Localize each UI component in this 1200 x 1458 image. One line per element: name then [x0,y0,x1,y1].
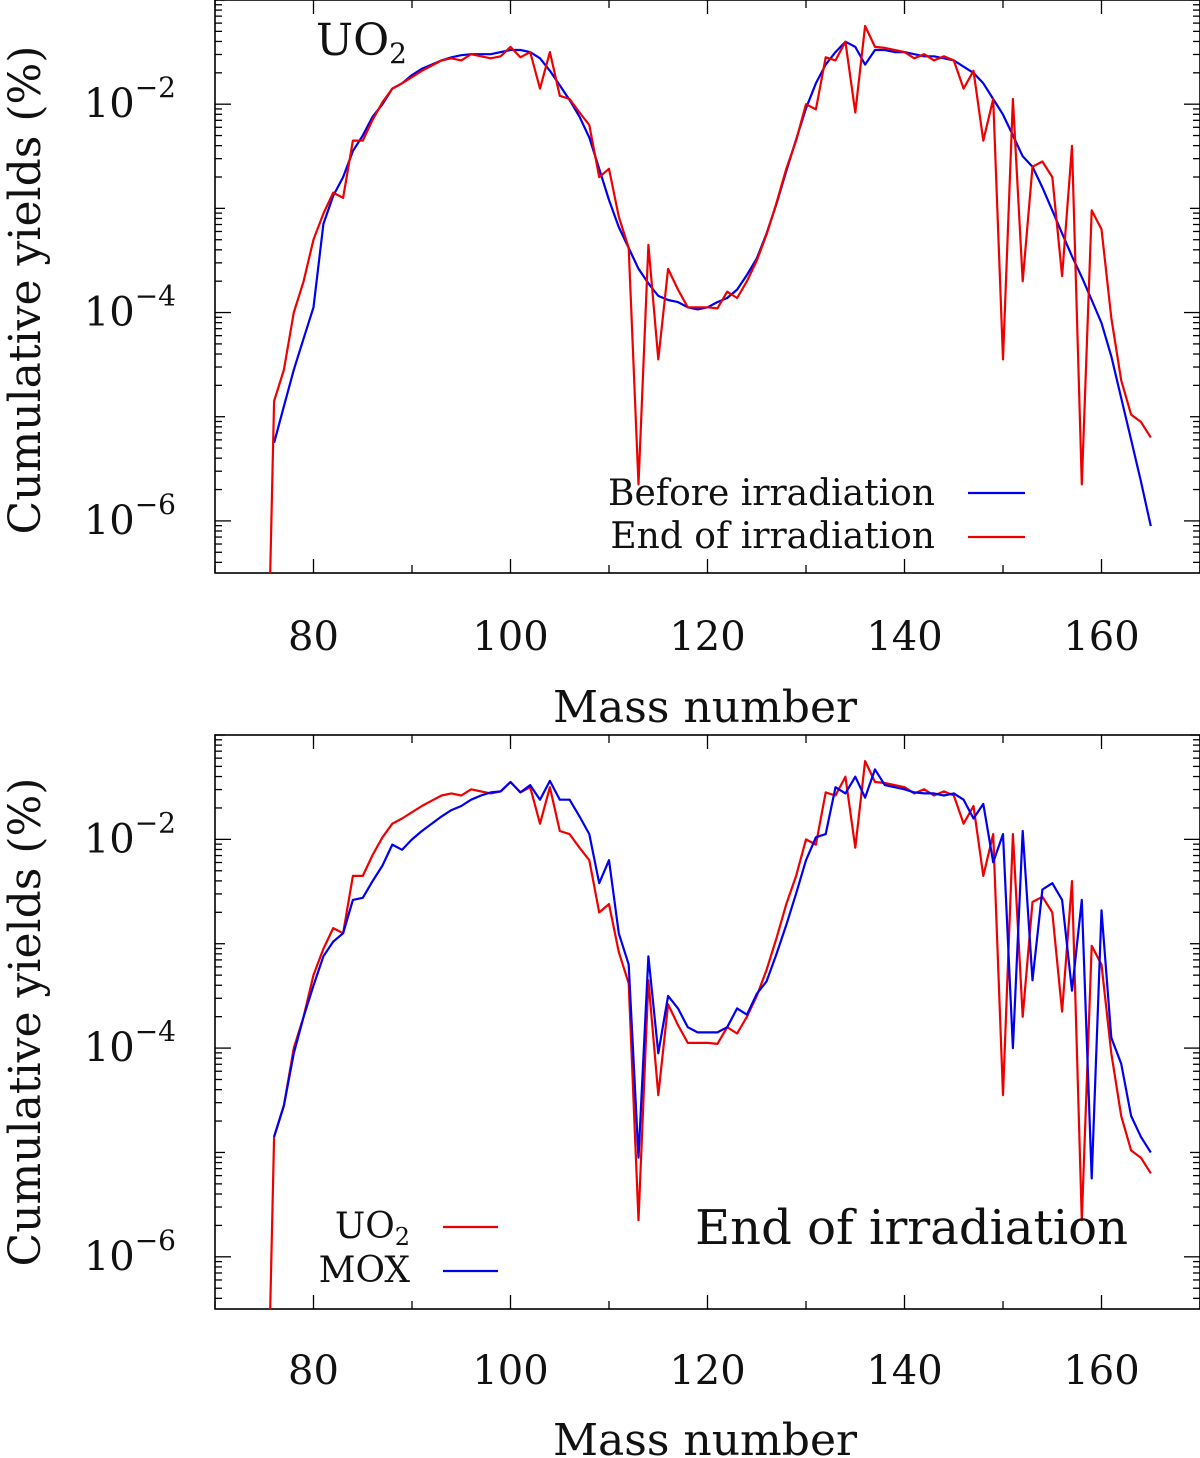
y-axis-label: Cumulative yields (%) [0,46,51,535]
chart-panel-bottom: 80 100 120 140 160 10−610−410−2 Mass number … [0,734,1200,1458]
y-tick-label: 10−2 [84,806,176,862]
x-tick-label: 100 [472,614,548,660]
series-group [269,24,1152,573]
legend-entry-before-irradiation: Before irradiation [608,473,935,514]
legend-entry-end-of-irradiation: End of irradiation [610,516,935,557]
x-tick-label: 120 [669,1348,745,1394]
y-tick-label: 10−4 [84,280,176,336]
x-tick-labels: 80 100 120 140 160 [288,614,1140,660]
chart-panel-top: 80 100 120 140 160 10−610−410−2 Mass number … [0,0,1200,733]
y-tick-label: 10−2 [84,71,176,127]
series-line-before-irradiation [273,40,1152,527]
series-line-uo2 [269,759,1152,1309]
x-tick-label: 160 [1063,614,1139,660]
x-tick-label: 80 [288,614,339,660]
y-tick-label: 10−6 [84,488,176,544]
y-tick-label: 10−6 [84,1224,176,1280]
panel-annotation: End of irradiation [695,1200,1128,1256]
series-line-mox [273,768,1152,1180]
y-axis-label: Cumulative yields (%) [0,778,51,1267]
y-tick-labels: 10−6 10−4 10−2 [84,806,176,1279]
x-axis-label: Mass number [553,1415,858,1458]
axis-ticks [214,0,1200,573]
y-tick-labels: 10−6 10−4 10−2 [84,71,176,544]
legend: Before irradiation End of irradiation [608,473,1025,557]
x-tick-label: 140 [866,614,942,660]
axis-ticks [214,734,1200,1309]
series-group [269,759,1152,1309]
series-line-end-of-irradiation [269,24,1152,573]
x-tick-labels: 80 100 120 140 160 [288,1348,1140,1394]
x-tick-label: 160 [1063,1348,1139,1394]
x-tick-label: 100 [472,1348,548,1394]
legend: UO2 MOX [319,1206,498,1291]
legend-entry-mox: MOX [319,1250,411,1291]
y-tick-label: 10−4 [84,1015,176,1071]
x-tick-label: 140 [866,1348,942,1394]
legend-entry-uo2: UO2 [335,1206,410,1251]
x-tick-label: 80 [288,1348,339,1394]
x-tick-label: 120 [669,614,745,660]
panel-annotation: UO2 [316,15,407,70]
x-axis-label: Mass number [553,682,858,733]
